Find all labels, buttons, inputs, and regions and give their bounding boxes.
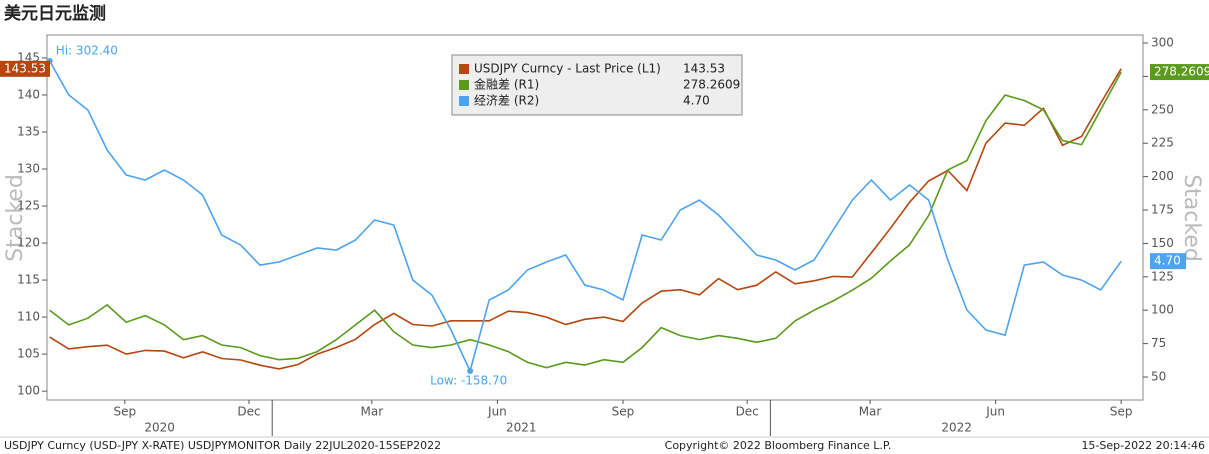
- y-tick-label: 105: [17, 347, 40, 361]
- year-label: 2020: [144, 421, 175, 435]
- y-tick-label: 140: [17, 87, 40, 101]
- chart-title: 美元日元监测: [4, 3, 106, 24]
- y2-tick-label: 50: [1151, 370, 1166, 384]
- y2-tick-label: 300: [1151, 36, 1174, 50]
- footer-left: USDJPY Curncy (USD-JPY X-RATE) USDJPYMON…: [4, 439, 441, 452]
- x-tick-label: Jun: [985, 405, 1005, 419]
- y2-tick-label: 100: [1151, 303, 1174, 317]
- x-tick-label: Mar: [859, 405, 882, 419]
- legend-value: 4.70: [683, 94, 710, 108]
- last-value-box: [0, 60, 50, 77]
- legend-box: [451, 54, 743, 116]
- x-tick-label: Jun: [487, 405, 507, 419]
- left-axis-label: Stacked: [3, 174, 28, 262]
- extreme-marker: [467, 368, 474, 375]
- last-value-label: 4.70: [1154, 254, 1181, 268]
- legend-label: 经济差 (R2): [474, 93, 539, 108]
- series-line: [49, 71, 1122, 369]
- x-tick-label: Dec: [237, 405, 260, 419]
- legend-swatch: [459, 64, 469, 74]
- x-tick-label: Mar: [361, 405, 384, 419]
- y-tick-label: 110: [17, 310, 40, 324]
- extreme-label: Low: -158.70: [430, 374, 507, 388]
- x-tick-label: Dec: [736, 405, 759, 419]
- y2-tick-label: 150: [1151, 236, 1174, 250]
- y-tick-label: 135: [17, 124, 40, 138]
- legend-swatch: [459, 96, 469, 106]
- footer-right: 15-Sep-2022 20:14:46: [1081, 439, 1205, 452]
- y-tick-label: 115: [17, 273, 40, 287]
- x-tick-label: Sep: [113, 405, 136, 419]
- y-tick-label: 130: [17, 162, 40, 176]
- y-tick-label: 125: [17, 199, 40, 213]
- x-tick-label: Sep: [612, 405, 635, 419]
- legend-label: USDJPY Curncy - Last Price (L1): [474, 62, 661, 76]
- last-value-box: [1150, 253, 1186, 270]
- last-value-box: [1150, 64, 1209, 81]
- last-value-label: 278.2609: [1154, 65, 1209, 79]
- series-line: [49, 68, 1122, 370]
- y2-tick-label: 175: [1151, 203, 1174, 217]
- right-axis-label: Stacked: [1179, 174, 1204, 262]
- y2-tick-label: 250: [1151, 102, 1174, 116]
- extreme-label: Hi: 302.40: [56, 44, 118, 58]
- footer-center: Copyright© 2022 Bloomberg Finance L.P.: [665, 439, 892, 452]
- legend: USDJPY Curncy - Last Price (L1) 143.53 金融差…: [451, 54, 743, 116]
- y-tick-label: 100: [17, 384, 40, 398]
- legend-value: 278.2609: [683, 78, 740, 92]
- series-line: [49, 60, 1122, 374]
- last-value-label: 143.53: [4, 61, 46, 75]
- y2-tick-label: 225: [1151, 136, 1174, 150]
- legend-swatch: [459, 80, 469, 90]
- y2-tick-label: 75: [1151, 336, 1166, 350]
- y2-tick-label: 200: [1151, 169, 1174, 183]
- legend-label: 金融差 (R1): [474, 77, 539, 92]
- year-label: 2021: [506, 421, 537, 435]
- legend-value: 143.53: [683, 62, 725, 76]
- year-label: 2022: [941, 421, 972, 435]
- y2-tick-label: 125: [1151, 269, 1174, 283]
- x-tick-label: Sep: [1110, 405, 1133, 419]
- y-tick-label: 120: [17, 236, 40, 250]
